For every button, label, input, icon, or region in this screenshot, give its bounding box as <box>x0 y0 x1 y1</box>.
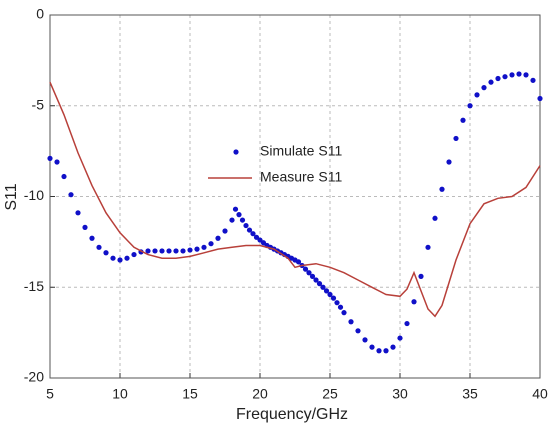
data-point <box>404 320 410 327</box>
data-point <box>460 117 466 123</box>
data-point <box>75 210 81 216</box>
data-point <box>82 224 88 230</box>
data-point <box>159 248 165 254</box>
data-point <box>131 251 137 258</box>
data-line <box>49 81 541 318</box>
data-point <box>432 215 438 221</box>
data-point <box>253 234 260 240</box>
data-point <box>537 95 543 102</box>
data-point <box>495 75 501 82</box>
data-point <box>239 217 246 223</box>
data-point <box>110 255 116 261</box>
data-point <box>397 335 403 341</box>
data-point <box>418 273 424 279</box>
data-point <box>236 212 242 218</box>
data-point <box>355 328 361 334</box>
data-point <box>341 310 347 316</box>
data-point <box>166 248 172 254</box>
data-point <box>243 222 249 229</box>
data-point <box>509 72 515 78</box>
data-point <box>383 348 389 354</box>
data-point <box>232 206 239 212</box>
data-point <box>222 228 228 234</box>
data-point <box>481 85 487 91</box>
data-point <box>467 103 473 109</box>
data-point <box>260 240 267 246</box>
data-point <box>215 235 221 241</box>
data-point <box>47 155 53 161</box>
data-point <box>446 159 452 165</box>
data-point <box>201 244 207 250</box>
data-point <box>453 135 459 142</box>
data-point <box>488 79 494 85</box>
data-point <box>152 248 158 254</box>
data-point <box>362 337 368 343</box>
data-point <box>502 74 508 80</box>
data-point <box>306 270 312 276</box>
data-point <box>320 284 326 290</box>
x-tick-label: 25 <box>322 386 338 402</box>
data-point <box>295 259 302 265</box>
plot-frame <box>49 14 541 379</box>
y-tick-label: -20 <box>24 369 44 385</box>
data-point <box>229 217 235 223</box>
data-point <box>124 255 130 261</box>
x-tick-label: 30 <box>392 386 408 402</box>
data-point <box>316 281 323 287</box>
data-point <box>246 227 253 233</box>
data-point <box>309 273 316 279</box>
x-tick-label: 20 <box>252 386 268 402</box>
data-point <box>103 250 109 256</box>
data-point <box>425 244 431 250</box>
legend-marker <box>233 149 239 155</box>
data-point <box>348 319 354 325</box>
data-point <box>187 247 193 253</box>
data-point <box>369 344 375 350</box>
data-point <box>180 248 186 254</box>
data-point <box>208 241 214 247</box>
data-point <box>334 300 340 306</box>
data-point <box>61 173 67 180</box>
data-point <box>516 71 522 77</box>
data-point <box>530 77 536 83</box>
data-point <box>257 237 263 243</box>
x-tick-label: 15 <box>182 386 198 402</box>
data-point <box>173 248 179 254</box>
data-point <box>337 304 344 310</box>
x-tick-label: 10 <box>112 386 128 402</box>
data-point <box>250 231 256 237</box>
data-point <box>54 159 60 165</box>
data-point <box>474 92 480 98</box>
legend-label: Simulate S11 <box>260 143 342 159</box>
data-point <box>523 72 529 78</box>
x-axis-label: Frequency/GHz <box>236 406 348 423</box>
data-point <box>327 291 333 298</box>
data-point <box>439 186 445 192</box>
y-axis-label: S11 <box>3 183 20 210</box>
x-tick-label: 5 <box>46 386 54 402</box>
data-point <box>194 246 200 252</box>
y-tick-label: -10 <box>24 187 44 203</box>
legend-label: Measure S11 <box>260 169 342 185</box>
data-point <box>411 299 417 305</box>
data-point <box>323 288 330 294</box>
data-point <box>117 257 123 263</box>
x-tick-label: 40 <box>532 386 548 402</box>
x-tick-label: 35 <box>462 386 478 402</box>
data-point <box>376 348 382 354</box>
data-point <box>68 192 74 198</box>
data-point <box>96 244 102 250</box>
y-tick-label: -5 <box>32 96 45 112</box>
data-point <box>145 248 151 254</box>
data-point <box>302 266 309 272</box>
data-point <box>313 277 319 283</box>
data-point <box>89 235 95 241</box>
data-point <box>390 344 396 350</box>
y-tick-label: -15 <box>24 278 44 294</box>
y-tick-label: 0 <box>36 6 44 22</box>
data-point <box>330 295 337 301</box>
